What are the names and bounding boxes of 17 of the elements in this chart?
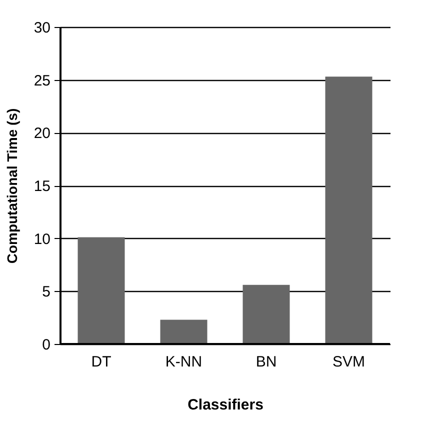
x-tick-label: SVM (332, 354, 366, 370)
x-tick-label: DT (91, 354, 112, 370)
y-tick-label: 20 (34, 125, 50, 142)
x-axis-title: Classifiers (188, 396, 264, 414)
y-tick-label: 10 (34, 230, 50, 248)
y-axis-title: Computational Time (s) (4, 108, 20, 264)
x-tick-label: K-NN (165, 354, 202, 370)
bar (160, 320, 208, 344)
x-tick-label: BN (256, 354, 277, 370)
bar (242, 284, 290, 344)
y-tick-label: 0 (42, 336, 50, 354)
y-tick-label: 30 (34, 20, 50, 36)
y-tick-label: 15 (34, 178, 50, 195)
bar (325, 76, 372, 344)
y-tick-label: 25 (34, 72, 50, 90)
bar (78, 237, 125, 344)
y-tick-label: 5 (42, 284, 50, 301)
